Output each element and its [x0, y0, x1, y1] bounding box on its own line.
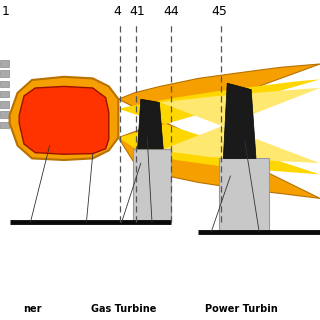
Text: 41: 41 [130, 4, 145, 18]
Text: Power Turbin: Power Turbin [205, 304, 278, 314]
Polygon shape [160, 88, 320, 163]
Bar [219, 158, 269, 232]
Bar [0, 101, 9, 108]
Bar [133, 149, 171, 222]
Text: Gas Turbine: Gas Turbine [91, 304, 156, 314]
Polygon shape [10, 77, 118, 160]
Bar [0, 60, 9, 67]
Bar [0, 70, 9, 77]
Text: 4: 4 [114, 4, 122, 18]
Bar [0, 81, 9, 87]
Text: 1: 1 [2, 4, 10, 18]
Bar [0, 111, 9, 118]
Polygon shape [118, 79, 320, 174]
Polygon shape [138, 99, 163, 149]
Polygon shape [118, 64, 320, 198]
Bar [0, 122, 9, 128]
Text: ner: ner [23, 304, 41, 314]
Text: 44: 44 [163, 4, 179, 18]
Text: 45: 45 [211, 4, 227, 18]
Polygon shape [223, 83, 256, 158]
Bar [0, 91, 9, 97]
Polygon shape [19, 86, 109, 154]
